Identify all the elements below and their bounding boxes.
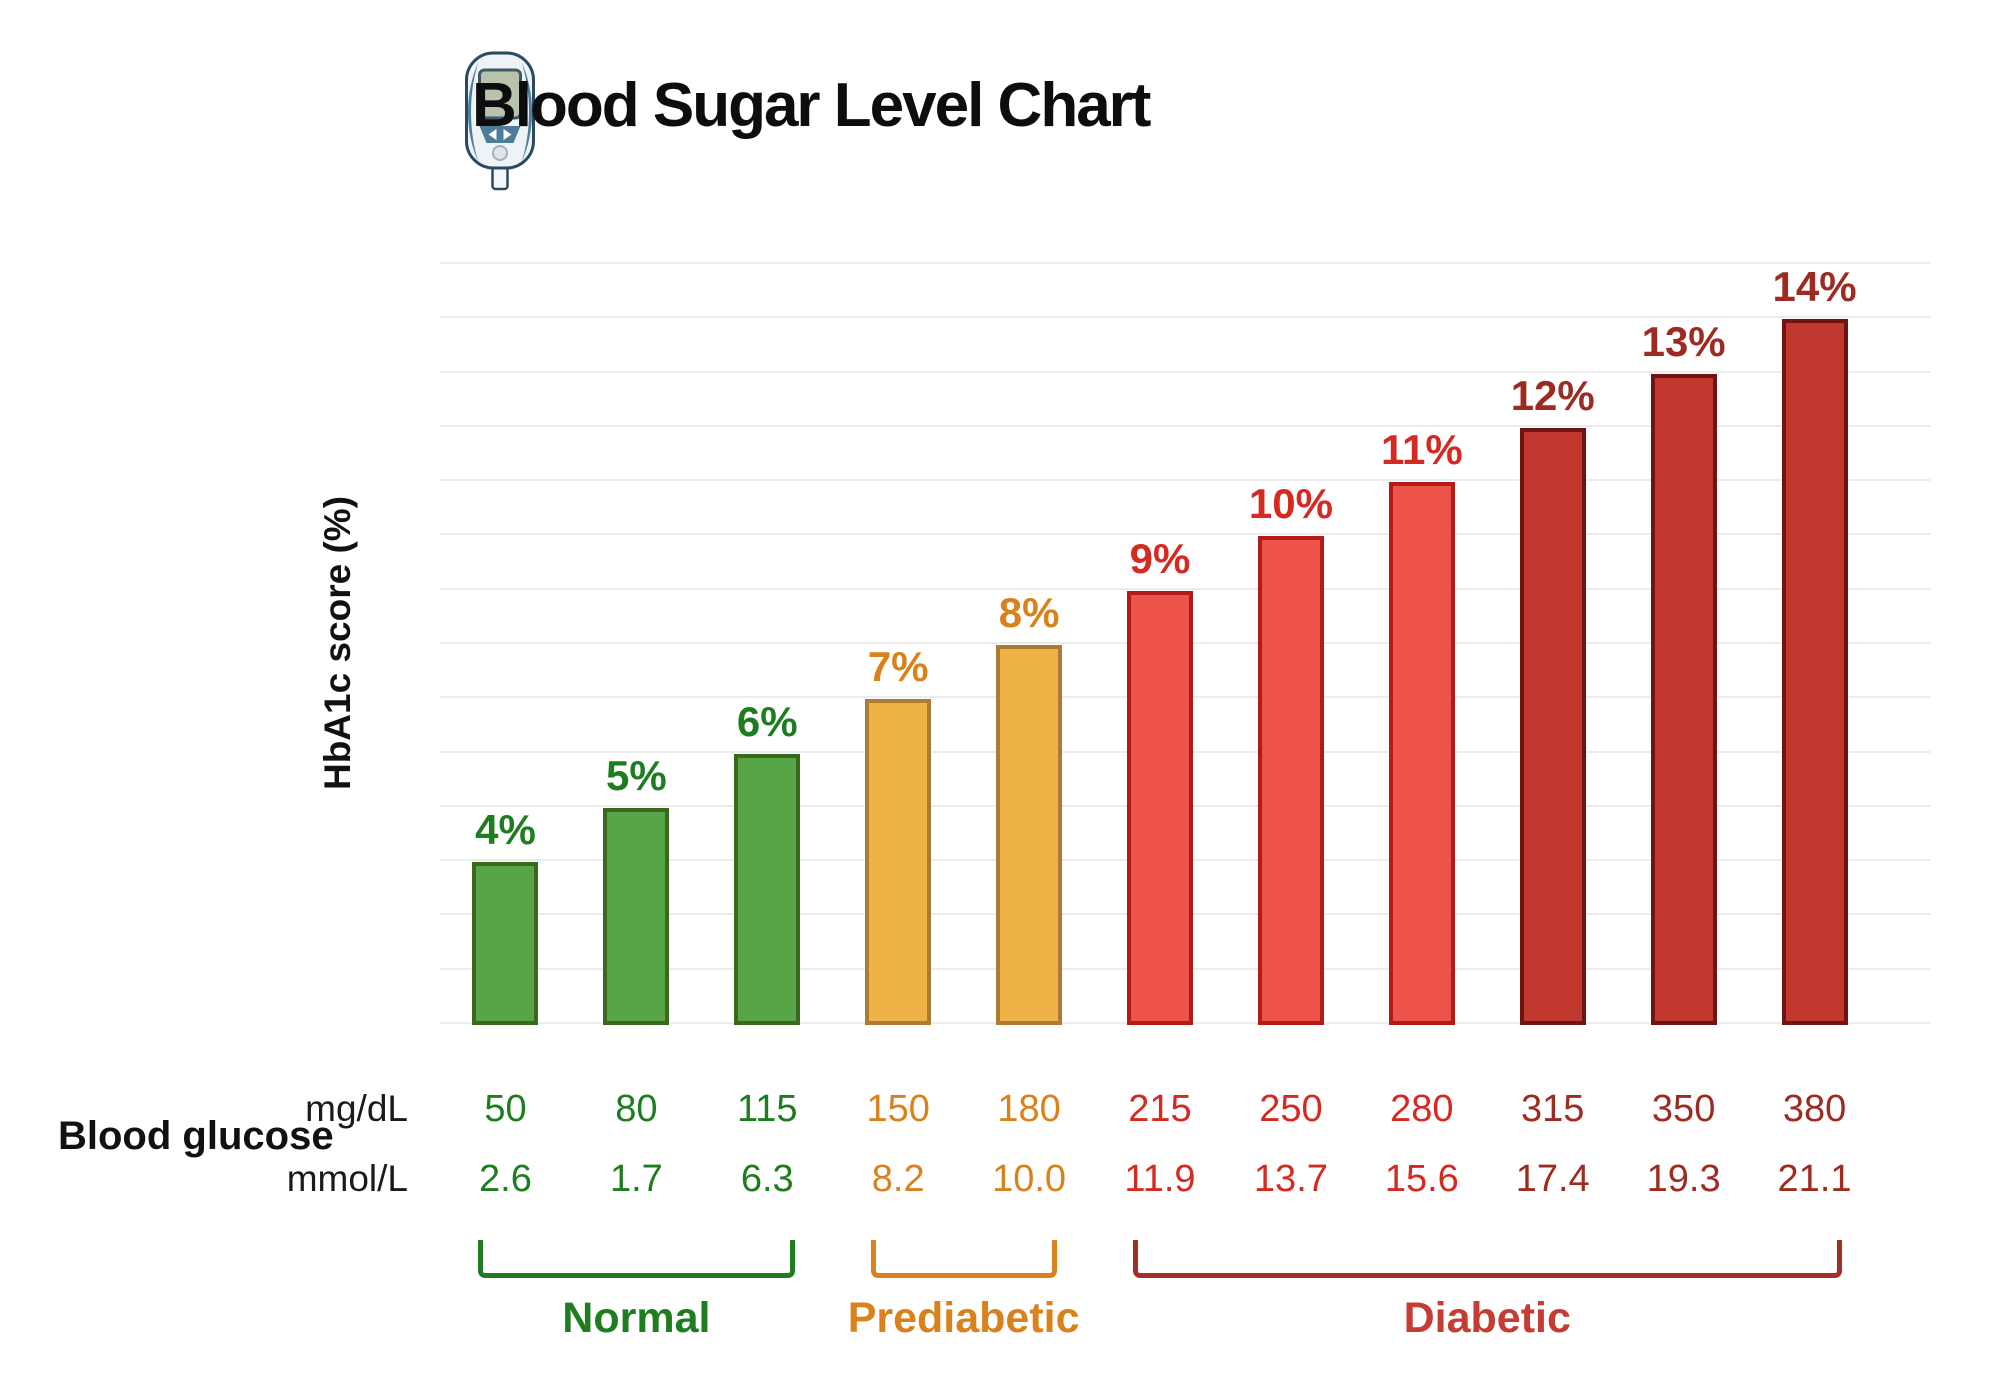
bar-column-12pct: 12%: [1487, 263, 1618, 1025]
mgdl-value: 350: [1651, 1088, 1716, 1130]
mmoll-value: 21.1: [1777, 1158, 1852, 1200]
bar-diabetic_dark-13pct: [1650, 374, 1717, 1025]
mmoll-value: 19.3: [1646, 1158, 1721, 1200]
bar-prediabetic-7pct: [865, 699, 932, 1025]
gridline: [440, 370, 1930, 373]
gridline: [440, 316, 1930, 319]
glucose-meter-icon: [465, 51, 535, 191]
bracket-prediabetic: [870, 1240, 1057, 1278]
bar-value-label: 4%: [475, 806, 536, 853]
bar-value-label: 12%: [1510, 372, 1595, 419]
mgdl-value: 380: [1782, 1088, 1847, 1130]
mmoll-value: 17.4: [1515, 1158, 1590, 1200]
bar-column-8pct: 8%: [964, 263, 1095, 1025]
bar-value-label: 11%: [1380, 426, 1463, 473]
mmoll-value: 1.7: [609, 1158, 663, 1200]
bar-value-label: 6%: [736, 698, 798, 745]
group-brackets-row: [440, 1240, 1880, 1282]
bar-value-label: 10%: [1248, 480, 1333, 527]
mmoll-value: 8.2: [871, 1158, 925, 1200]
bracket-normal: [478, 1240, 795, 1278]
bars-row: 4% 5% 6% 7% 8% 9% 10% 11% 12% 13% 14%: [440, 263, 1880, 1025]
blood-glucose-label: Blood glucose: [58, 1114, 334, 1158]
bar-column-5pct: 5%: [571, 263, 702, 1025]
bar-column-13pct: 13%: [1618, 263, 1749, 1025]
bar-column-11pct: 11%: [1356, 263, 1487, 1025]
bar-diabetic_light-10pct: [1257, 536, 1324, 1025]
mgdl-value: 150: [866, 1088, 930, 1130]
bar-column-10pct: 10%: [1225, 263, 1356, 1025]
mgdl-value: 80: [615, 1088, 658, 1130]
bar-column-7pct: 7%: [833, 263, 964, 1025]
bar-value-label: 8%: [998, 589, 1060, 636]
bracket-diabetic: [1132, 1240, 1842, 1278]
page-title: Blood Sugar Level Chart: [472, 71, 1151, 140]
mgdl-value: 115: [736, 1088, 798, 1130]
gridline: [440, 479, 1930, 482]
gridline: [440, 587, 1930, 590]
gridline: [440, 533, 1930, 536]
mmoll-value: 11.9: [1124, 1158, 1196, 1200]
bar-normal-4pct: [472, 862, 539, 1025]
bar-value-label: 14%: [1772, 263, 1857, 310]
mmoll-values-row: 2.6 1.7 6.3 8.2 10.0 11.9 13.7 15.6 17.4 19.3 21.1: [440, 1155, 1880, 1203]
bar-normal-6pct: [734, 754, 801, 1025]
group-label-prediabetic: Prediabetic: [847, 1294, 1080, 1342]
mgdl-value: 280: [1390, 1088, 1454, 1130]
mgdl-value: 215: [1128, 1088, 1192, 1130]
bar-diabetic_dark-14pct: [1781, 319, 1848, 1025]
gridline: [440, 424, 1930, 427]
mmoll-value: 15.6: [1384, 1158, 1459, 1200]
chart-plot-area: 4% 5% 6% 7% 8% 9% 10% 11% 12% 13% 14%: [440, 262, 1930, 1025]
group-labels-row: Normal Prediabetic Diabetic: [440, 1292, 1880, 1344]
group-label-normal: Normal: [562, 1294, 711, 1342]
bar-value-label: 13%: [1641, 318, 1726, 365]
bar-prediabetic-8pct: [996, 645, 1063, 1025]
bar-column-14pct: 14%: [1749, 263, 1880, 1025]
bar-column-9pct: 9%: [1095, 263, 1226, 1025]
bar-diabetic_light-9pct: [1126, 591, 1193, 1025]
bar-value-label: 7%: [867, 643, 929, 690]
mmoll-value: 10.0: [992, 1158, 1067, 1200]
mmoll-unit-label: mmol/L: [286, 1158, 408, 1199]
gridline: [440, 262, 1930, 264]
group-label-diabetic: Diabetic: [1403, 1294, 1571, 1342]
mgdl-value: 50: [484, 1088, 527, 1130]
bar-diabetic_light-11pct: [1388, 482, 1455, 1025]
bar-normal-5pct: [603, 808, 670, 1025]
mmoll-value: 13.7: [1253, 1158, 1328, 1200]
mmoll-value: 6.3: [740, 1158, 794, 1200]
y-axis-label: HbA1c score (%): [317, 495, 358, 791]
mgdl-value: 250: [1259, 1088, 1323, 1130]
mgdl-value: 180: [997, 1088, 1061, 1130]
bar-value-label: 9%: [1129, 535, 1191, 582]
bar-value-label: 5%: [606, 752, 667, 799]
bar-column-4pct: 4%: [440, 263, 571, 1025]
mgdl-unit-label: mg/dL: [305, 1088, 408, 1129]
mmoll-value: 2.6: [479, 1158, 532, 1200]
mgdl-value: 315: [1521, 1088, 1585, 1130]
bar-column-6pct: 6%: [702, 263, 833, 1025]
mgdl-values-row: 50 80 115 150 180 215 250 280 315 350 380: [440, 1085, 1880, 1133]
bar-diabetic_dark-12pct: [1519, 428, 1586, 1025]
